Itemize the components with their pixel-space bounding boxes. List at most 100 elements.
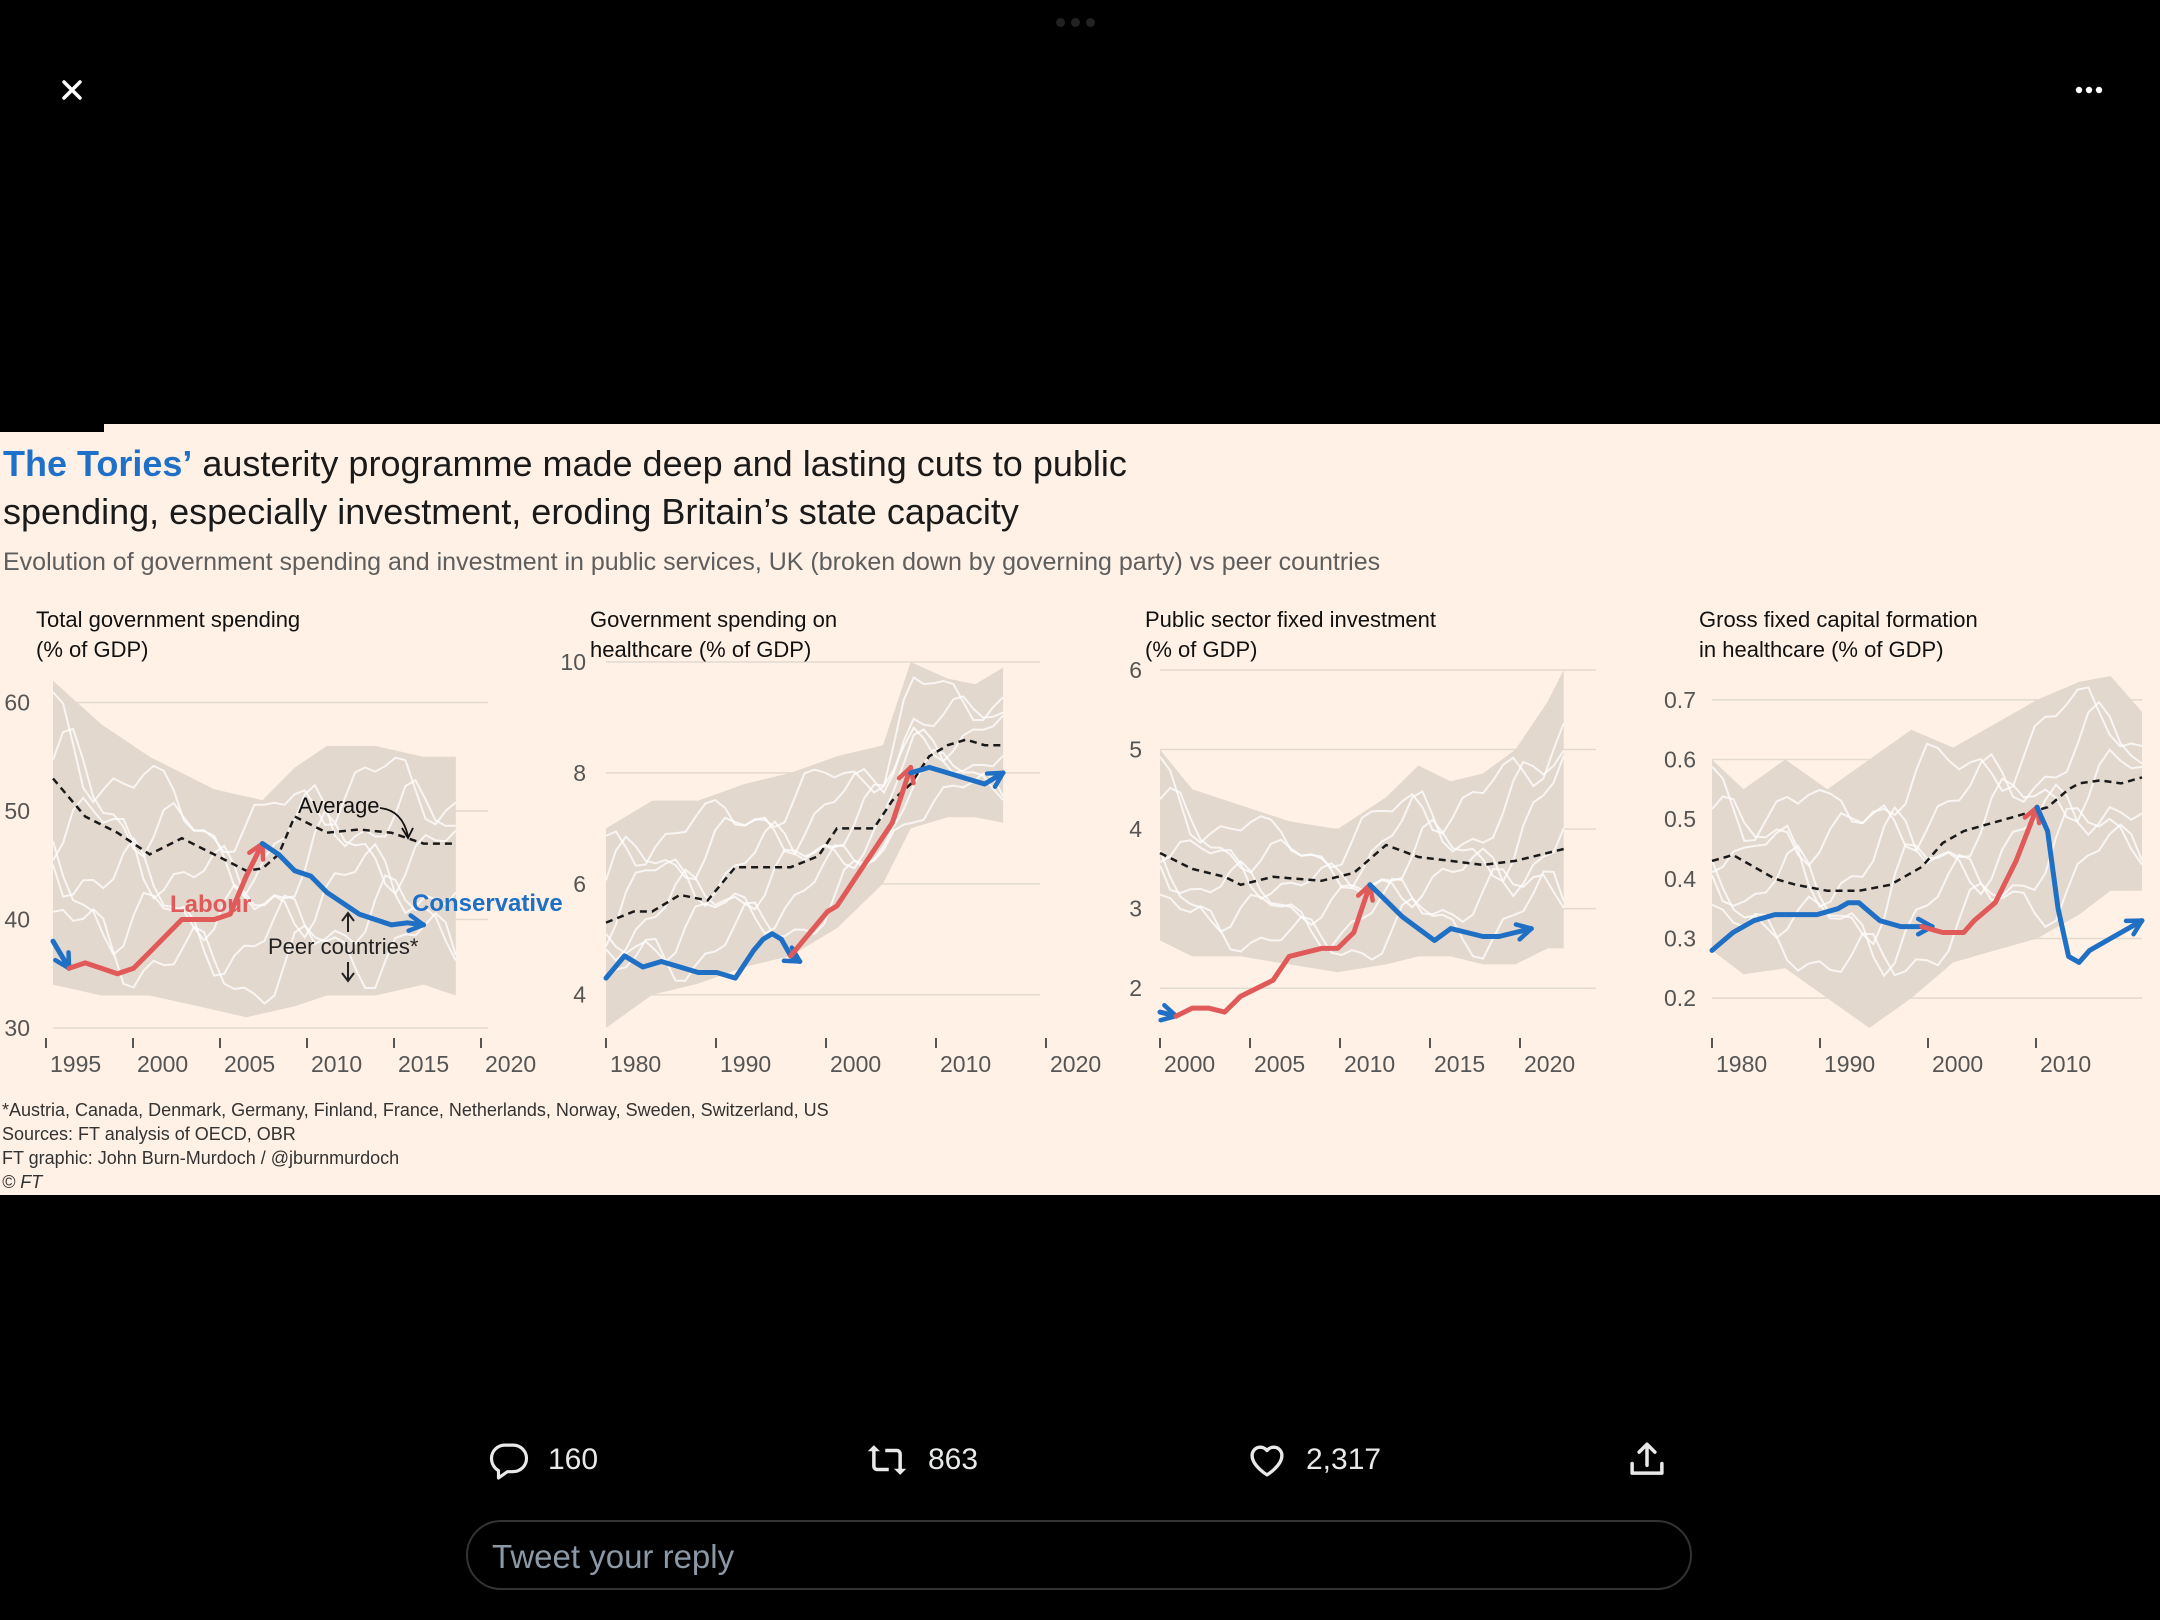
x-tick-label: 2015 xyxy=(1434,1051,1485,1077)
chart-subhead: Evolution of government spending and inv… xyxy=(3,548,1381,576)
chart-title: (% of GDP) xyxy=(1145,637,1257,662)
share-button[interactable] xyxy=(1626,1430,1668,1490)
conservative-arrowhead xyxy=(406,913,426,933)
peer-country-line xyxy=(1711,700,2143,867)
reply-icon xyxy=(489,1443,529,1480)
x-tick-label: 1990 xyxy=(720,1051,771,1077)
conservative-line xyxy=(259,841,427,928)
peer-country-line xyxy=(605,695,1004,881)
y-tick-label: 0.6 xyxy=(1664,747,1696,773)
x-tick-label: 2010 xyxy=(2040,1051,2091,1077)
reply-input[interactable] xyxy=(490,1532,1644,1582)
y-tick-label: 0.5 xyxy=(1664,806,1696,832)
peer-country-line xyxy=(605,772,1004,982)
peer-country-line xyxy=(52,836,457,942)
sources-note: Sources: FT analysis of OECD, OBR xyxy=(2,1124,296,1144)
more-options-icon[interactable] xyxy=(2070,78,2114,102)
close-icon[interactable] xyxy=(50,68,94,112)
like-count: 2,317 xyxy=(1306,1443,1382,1476)
peer-country-line xyxy=(52,691,457,854)
x-tick-label: 2000 xyxy=(1932,1051,1983,1077)
labour-line xyxy=(788,764,914,959)
x-tick-label: 1990 xyxy=(1824,1051,1875,1077)
peer-countries-band xyxy=(1712,676,2142,1028)
graphic-credit: FT graphic: John Burn-Murdoch / @jburnmu… xyxy=(2,1148,400,1168)
retweet-icon xyxy=(867,1445,907,1475)
chart-title: in healthcare (% of GDP) xyxy=(1699,637,1944,662)
conservative-line xyxy=(603,931,803,981)
peer-country-line xyxy=(1159,749,1565,890)
chart-title: (% of GDP) xyxy=(36,637,148,662)
labour-arrowhead xyxy=(896,765,916,786)
retweet-count: 863 xyxy=(928,1443,979,1476)
y-tick-label: 0.3 xyxy=(1664,926,1696,952)
conservative-arrowhead xyxy=(984,770,1006,789)
y-tick-label: 0.7 xyxy=(1664,687,1696,713)
y-tick-label: 50 xyxy=(4,798,30,824)
y-tick-label: 0.4 xyxy=(1664,866,1696,892)
peer-countries-note: *Austria, Canada, Denmark, Germany, Finl… xyxy=(2,1100,829,1120)
peer-country-line xyxy=(605,676,1004,867)
chart-headline: The Tories’ austerity programme made dee… xyxy=(3,440,1203,536)
y-tick-label: 4 xyxy=(573,982,586,1008)
peer-country-line xyxy=(1711,823,2143,977)
like-button[interactable]: 2,317 xyxy=(1246,1430,1381,1490)
x-tick-label: 1980 xyxy=(610,1051,661,1077)
chart-4 xyxy=(1709,676,2145,1048)
x-tick-label: 1980 xyxy=(1716,1051,1767,1077)
card-accent-line xyxy=(0,424,104,432)
chart-title: Public sector fixed investment xyxy=(1145,607,1436,632)
y-tick-label: 10 xyxy=(560,649,586,675)
peer-countries-band xyxy=(606,662,1004,1028)
y-tick-label: 60 xyxy=(4,690,30,716)
average-line xyxy=(52,777,456,872)
average-annotation-arrow xyxy=(379,807,409,837)
share-icon xyxy=(1630,1442,1664,1475)
y-tick-label: 4 xyxy=(1129,816,1142,842)
conservative-annotation: Conservative xyxy=(412,890,563,917)
y-tick-label: 8 xyxy=(573,760,586,786)
retweet-button[interactable]: 863 xyxy=(864,1430,978,1490)
reply-count: 160 xyxy=(548,1443,599,1476)
y-tick-label: 0.2 xyxy=(1664,985,1696,1011)
labour-line xyxy=(1173,882,1373,1019)
chart-footnotes: *Austria, Canada, Denmark, Germany, Finl… xyxy=(2,1098,829,1194)
peer-arrowhead-down xyxy=(341,972,355,983)
x-tick-label: 2015 xyxy=(398,1051,449,1077)
page-indicator xyxy=(1056,14,1104,27)
labour-line xyxy=(66,841,265,977)
conservative-line xyxy=(1367,882,1534,943)
peer-country-line xyxy=(1159,870,1565,961)
tweet-actions: 160 863 2,317 xyxy=(0,1430,2160,1490)
x-tick-label: 2010 xyxy=(311,1051,362,1077)
reply-composer[interactable] xyxy=(466,1520,1692,1590)
y-tick-label: 6 xyxy=(1129,657,1142,683)
chart-2 xyxy=(603,661,1047,1048)
x-tick-label: 2000 xyxy=(830,1051,881,1077)
conservative-line xyxy=(50,938,72,971)
headline-highlight: The Tories’ xyxy=(3,443,193,484)
average-annotation-arrowhead xyxy=(401,827,414,840)
heart-icon xyxy=(1250,1445,1284,1477)
peer-country-line xyxy=(1711,748,2143,908)
x-tick-label: 2020 xyxy=(1524,1051,1575,1077)
labour-annotation: Labour xyxy=(170,891,251,918)
chart-1 xyxy=(45,680,488,1048)
average-line xyxy=(605,738,1004,924)
headline-rest: austerity programme made deep and lastin… xyxy=(3,443,1127,532)
peer-country-line xyxy=(1159,850,1565,949)
reply-button[interactable]: 160 xyxy=(488,1430,598,1490)
copyright-note: © FT xyxy=(2,1172,43,1192)
x-tick-label: 2005 xyxy=(224,1051,275,1077)
average-annotation: Average xyxy=(298,793,380,818)
peer-country-line xyxy=(52,841,457,977)
peer-country-line xyxy=(1711,783,2143,946)
x-tick-label: 2000 xyxy=(1164,1051,1215,1077)
conservative-line xyxy=(2034,804,2145,965)
x-tick-label: 2000 xyxy=(137,1051,188,1077)
x-tick-label: 2010 xyxy=(1344,1051,1395,1077)
y-tick-label: 5 xyxy=(1129,737,1142,763)
x-tick-label: 2020 xyxy=(1050,1051,1101,1077)
peer-country-line xyxy=(605,714,1004,947)
conservative-arrowhead xyxy=(1915,916,1935,937)
